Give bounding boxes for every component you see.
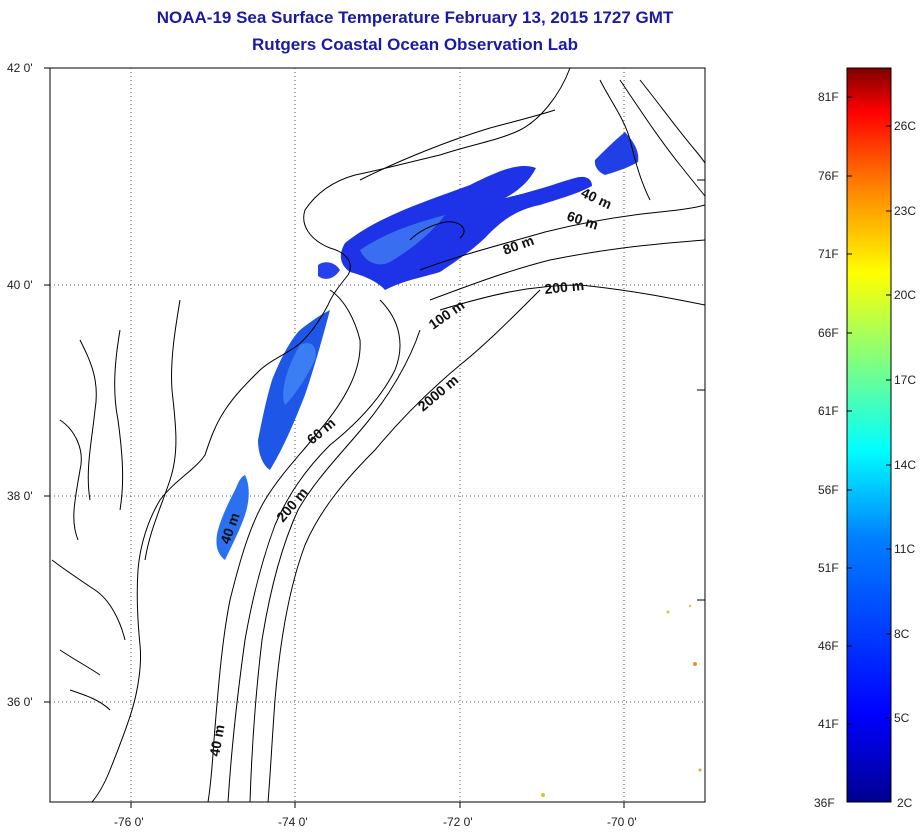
map-subtitle: Rutgers Coastal Ocean Observation Lab	[252, 35, 578, 54]
map-frame	[49, 67, 706, 803]
map-title: NOAA-19 Sea Surface Temperature February…	[156, 8, 674, 27]
sst-patch-small	[318, 262, 340, 279]
lon-label: -72 0'	[443, 815, 473, 829]
isobath-shelfbreak	[619, 79, 705, 197]
sst-patch-nybight	[340, 165, 592, 290]
lat-label: 38 0'	[7, 489, 33, 503]
isobaths	[207, 79, 705, 802]
isobath-2000m	[267, 289, 541, 802]
colorbar-c-label: 20C	[894, 288, 916, 302]
sst-speck	[666, 610, 670, 614]
colorbar-f-label: 56F	[818, 483, 839, 497]
colorbar-f-label: 76F	[818, 169, 839, 183]
isobath-80m	[419, 204, 705, 271]
lat-label: 42 0'	[7, 61, 33, 75]
colorbar-c-label: 23C	[894, 204, 916, 218]
isobath-40m	[207, 289, 361, 802]
colorbar-c-label: 26C	[894, 119, 916, 133]
contour-label: 200 m	[544, 277, 585, 297]
colorbar-f-label: 51F	[818, 561, 839, 575]
isobath-60m	[227, 299, 401, 802]
sst-patch-east	[594, 132, 639, 175]
lon-label: -70 0'	[607, 815, 637, 829]
isobath-200m-south	[249, 329, 421, 802]
sst-patch-nybight-light	[360, 215, 445, 265]
colorbar: 81F 76F 71F 66F 61F 56F 51F 46F 41F 36F …	[814, 67, 916, 810]
sst-speck	[688, 604, 692, 608]
colorbar-gradient	[846, 67, 892, 803]
colorbar-ticks	[847, 96, 891, 725]
sst-speck	[693, 662, 697, 666]
colorbar-f-label: 71F	[818, 247, 839, 261]
colorbar-f-label: 41F	[818, 717, 839, 731]
lat-label: 40 0'	[7, 278, 33, 292]
lon-label: -76 0'	[114, 815, 144, 829]
colorbar-c-label: 17C	[894, 373, 916, 387]
colorbar-f-label: 66F	[818, 326, 839, 340]
colorbar-f-label: 46F	[818, 639, 839, 653]
contour-label: 40 m	[206, 723, 227, 757]
colorbar-c-label: 8C	[894, 627, 910, 641]
lon-label: -74 0'	[278, 815, 308, 829]
colorbar-f-label: 61F	[818, 404, 839, 418]
isobath-100m	[429, 239, 705, 301]
lat-label: 36 0'	[7, 695, 33, 709]
sst-patch-southern	[216, 475, 249, 560]
axis-ticks	[44, 67, 705, 808]
colorbar-c-label: 5C	[894, 711, 910, 725]
sst-patch-delmarva-light	[283, 343, 316, 405]
colorbar-f-label: 81F	[818, 90, 839, 104]
colorbar-c-label: 14C	[894, 458, 916, 472]
isobath-shelfbreak-2	[639, 79, 705, 164]
sst-speck	[541, 793, 545, 797]
colorbar-f-label: 36F	[814, 796, 835, 810]
isobath-200m	[439, 284, 705, 311]
colorbar-c-label: 2C	[897, 796, 913, 810]
colorbar-c-label: 11C	[894, 542, 915, 556]
sst-data	[216, 132, 702, 797]
coastline	[51, 68, 651, 802]
sst-speck	[698, 768, 702, 772]
